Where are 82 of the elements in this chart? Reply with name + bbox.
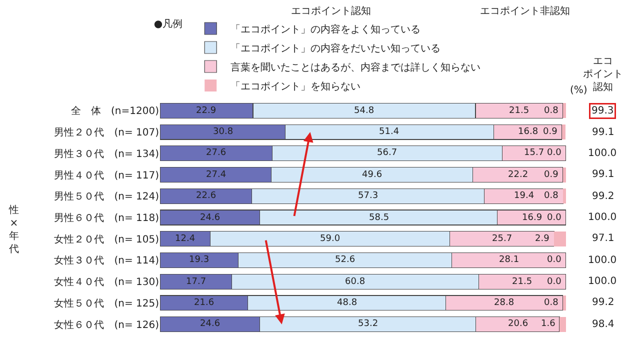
data-label: 22.9 — [196, 106, 216, 116]
data-label: 0.0 — [547, 255, 562, 265]
data-label: 51.4 — [379, 127, 400, 137]
text: 99.1 — [592, 127, 614, 138]
text: 99.1 — [592, 169, 614, 180]
text: 97.1 — [592, 233, 614, 244]
data-label: 21.5 — [512, 277, 532, 287]
data-label: 49.6 — [362, 170, 382, 180]
data-label: 48.8 — [337, 298, 358, 308]
text: 99.2 — [592, 297, 614, 308]
text: 99.3 — [592, 106, 614, 116]
data-label: 0.0 — [547, 213, 562, 223]
text: エコポイント認知 — [291, 5, 371, 17]
text: エコポイント非認知 — [480, 5, 570, 17]
data-label: 22.6 — [196, 191, 216, 201]
data-label: 12.4 — [175, 234, 196, 244]
bar — [560, 316, 566, 332]
data-label: 27.6 — [206, 148, 226, 158]
y-tick-label: 女性５０代 (n= 125) — [54, 297, 160, 310]
y-tick-label: 女性６０代 (n= 126) — [54, 318, 160, 331]
bar — [554, 231, 566, 246]
data-label: 0.8 — [544, 191, 559, 201]
data-label: 19.4 — [514, 191, 534, 201]
data-label: 15.7 — [524, 148, 544, 158]
y-tick-label: 男性６０代 (n= 118) — [54, 212, 160, 224]
data-label: 0.8 — [544, 298, 559, 308]
data-label: 0.0 — [547, 277, 562, 287]
data-label: 1.6 — [541, 319, 556, 329]
data-label: 17.7 — [186, 277, 206, 287]
data-label: 28.1 — [499, 255, 520, 265]
y-tick-label: 女性３０代 (n= 114) — [54, 254, 160, 267]
bar — [562, 167, 566, 182]
data-label: 0.8 — [544, 106, 559, 116]
text: 100.0 — [588, 212, 617, 223]
y-tick-label: 男性３０代 (n= 134) — [54, 148, 160, 160]
text: 99.2 — [592, 191, 614, 202]
data-label: 24.6 — [200, 213, 220, 223]
data-label: 0.9 — [544, 170, 559, 180]
y-tick-label: 全 体 (n=1200) — [71, 105, 160, 118]
data-label: 22.2 — [508, 170, 528, 180]
data-label: 52.6 — [335, 255, 356, 265]
bar — [562, 103, 566, 118]
data-label: 30.8 — [213, 127, 234, 137]
data-label: 24.6 — [200, 319, 220, 329]
legend-title: ●凡例 — [154, 19, 183, 30]
text: (%) — [570, 85, 588, 96]
y-tick-label: 女性４０代 (n= 130) — [54, 276, 160, 288]
data-label: 58.5 — [369, 213, 390, 223]
data-label: 16.9 — [522, 213, 542, 223]
data-label: 0.0 — [547, 148, 562, 158]
data-label: 28.8 — [494, 298, 514, 308]
data-label: 20.6 — [508, 319, 528, 329]
legend-label: 言葉を聞いたことはあるが、内容までは詳しく知らない — [230, 61, 481, 74]
legend-label: 「エコポイント」の内容をだいたい知っている — [230, 42, 441, 54]
text: 100.0 — [588, 148, 617, 159]
data-label: 16.8 — [518, 127, 538, 137]
data-label: 27.4 — [206, 170, 226, 180]
data-label: 25.7 — [492, 234, 512, 244]
data-label: 19.3 — [189, 255, 210, 265]
data-label: 2.9 — [535, 234, 550, 244]
bar — [562, 295, 566, 310]
text: 100.0 — [588, 276, 617, 287]
bar — [562, 124, 566, 140]
y-tick-label: 男性５０代 (n= 124) — [54, 190, 160, 203]
text: 100.0 — [588, 255, 617, 266]
y-tick-label: 女性２０代 (n= 105) — [54, 233, 160, 246]
legend-label: 「エコポイント」を知らない — [230, 80, 361, 92]
data-label: 54.8 — [354, 106, 374, 116]
data-label: 56.7 — [377, 148, 398, 158]
data-label: 59.0 — [320, 234, 340, 244]
bar — [563, 188, 566, 204]
data-label: 21.5 — [509, 106, 530, 116]
data-label: 21.6 — [194, 298, 214, 308]
legend-label: 「エコポイント」の内容をよく知っている — [230, 23, 421, 36]
data-label: 60.8 — [345, 277, 366, 287]
data-label: 0.9 — [543, 127, 558, 137]
text: 性×年代 — [8, 204, 19, 255]
y-tick-label: 男性２０代 (n= 107) — [54, 126, 160, 139]
data-label: 53.2 — [358, 319, 378, 329]
y-tick-label: 男性４０代 (n= 117) — [54, 169, 160, 182]
text: 98.4 — [592, 319, 614, 330]
data-label: 57.3 — [358, 191, 378, 201]
